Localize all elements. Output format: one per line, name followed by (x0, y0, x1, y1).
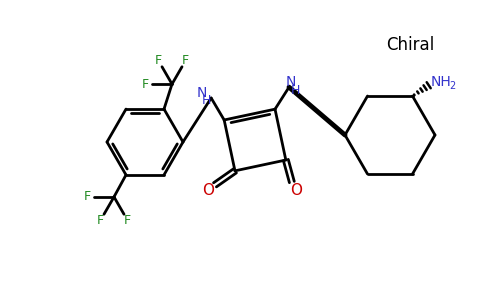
Text: H: H (201, 94, 211, 107)
Text: O: O (290, 182, 302, 197)
Text: O: O (202, 183, 214, 198)
Text: F: F (83, 190, 91, 203)
Text: NH: NH (430, 75, 451, 89)
Text: 2: 2 (449, 81, 455, 91)
Text: F: F (182, 54, 189, 67)
Text: Chiral: Chiral (386, 36, 434, 54)
Text: F: F (155, 54, 162, 67)
Text: N: N (286, 75, 296, 89)
Text: N: N (197, 86, 207, 100)
Text: F: F (97, 214, 104, 227)
Text: F: F (124, 214, 131, 227)
Text: H: H (290, 84, 300, 97)
Text: F: F (141, 78, 149, 91)
